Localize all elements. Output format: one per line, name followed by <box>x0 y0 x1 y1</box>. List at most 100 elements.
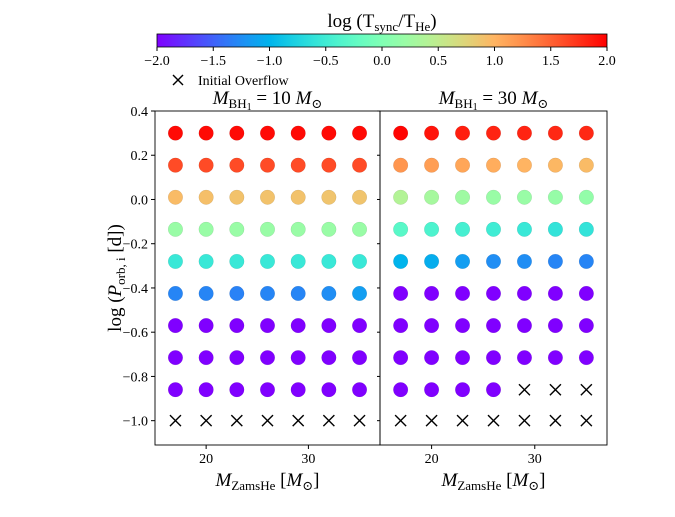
data-point <box>485 350 502 366</box>
y-tick-label: 0.2 <box>131 149 149 164</box>
data-point <box>424 285 440 302</box>
data-point <box>198 125 214 141</box>
data-point <box>351 125 368 141</box>
colorbar-label-base: log (T <box>327 11 374 32</box>
data-point <box>198 189 214 205</box>
overflow-cross-marker <box>549 414 562 427</box>
y-axis-label-end: [d]) <box>105 224 126 257</box>
data-point <box>578 221 594 237</box>
data-point <box>229 253 245 269</box>
data-point <box>547 189 563 205</box>
axes-frame <box>379 110 608 446</box>
data-point <box>351 382 368 398</box>
data-point <box>167 350 184 366</box>
data-point <box>485 221 502 237</box>
data-point <box>290 189 306 205</box>
data-point <box>351 253 368 269</box>
panel-title: MBH1 = 10 M⊙ <box>212 88 323 113</box>
data-point <box>321 189 337 205</box>
data-point <box>578 125 594 141</box>
data-point <box>485 189 502 205</box>
colorbar-tick-label: 0.0 <box>373 54 391 69</box>
data-point <box>454 221 471 237</box>
y-tick-label: −0.4 <box>123 282 148 297</box>
data-point <box>485 382 502 398</box>
data-point <box>229 221 245 237</box>
data-point <box>424 350 440 366</box>
legend: Initial Overflow <box>172 74 289 89</box>
data-point <box>454 382 471 398</box>
data-point <box>424 318 440 334</box>
data-point <box>578 350 594 366</box>
data-point <box>454 318 471 334</box>
y-axis-label: log (Porb, i [d]) <box>105 224 128 332</box>
data-point <box>167 285 184 302</box>
data-point <box>290 285 306 302</box>
colorbar-tick-label: 1.5 <box>542 54 560 69</box>
x-tick-label: 20 <box>199 452 213 467</box>
data-point <box>578 285 594 302</box>
data-point <box>424 125 440 141</box>
colorbar-tick-label: −1.5 <box>201 54 226 69</box>
data-point <box>198 157 214 173</box>
x-axis-label: MZamsHe [M⊙] <box>440 470 545 493</box>
data-point <box>229 125 245 141</box>
data-point <box>424 253 440 269</box>
y-tick-label: 0.0 <box>131 193 149 208</box>
colorbar-tick-label: −1.0 <box>257 54 282 69</box>
overflow-cross-marker <box>200 414 213 427</box>
data-point <box>516 318 533 334</box>
data-point <box>578 189 594 205</box>
data-point <box>393 318 409 334</box>
data-point <box>167 157 184 173</box>
overflow-cross-marker <box>549 383 562 396</box>
data-point <box>516 350 533 366</box>
data-point <box>393 382 409 398</box>
data-point <box>259 189 276 205</box>
data-point <box>516 125 533 141</box>
y-tick-label: −0.6 <box>123 326 148 341</box>
data-point <box>393 350 409 366</box>
overflow-cross-marker <box>261 414 274 427</box>
legend-label: Initial Overflow <box>198 74 289 89</box>
data-point <box>229 189 245 205</box>
colorbar-tick-label: 1.0 <box>486 54 504 69</box>
y-axis-label-sub: orb, i <box>113 257 128 285</box>
data-point <box>321 318 337 334</box>
x-tick-label: 30 <box>528 452 542 467</box>
data-point <box>321 253 337 269</box>
overflow-cross-marker <box>425 414 438 427</box>
data-point <box>547 285 563 302</box>
data-point <box>229 157 245 173</box>
data-point <box>321 221 337 237</box>
data-point <box>578 253 594 269</box>
data-point <box>290 382 306 398</box>
overflow-cross-marker <box>292 414 305 427</box>
data-point <box>167 189 184 205</box>
data-point <box>229 382 245 398</box>
data-point <box>547 125 563 141</box>
overflow-cross-marker <box>518 383 531 396</box>
data-point <box>198 253 214 269</box>
data-point <box>351 189 368 205</box>
data-point <box>393 285 409 302</box>
legend-cross-icon <box>172 74 184 86</box>
y-axis-label-base: log ( <box>105 296 126 331</box>
overflow-cross-marker <box>487 414 500 427</box>
overflow-cross-marker <box>394 414 407 427</box>
data-point <box>516 253 533 269</box>
data-point <box>351 285 368 302</box>
data-point <box>229 285 245 302</box>
data-point <box>290 221 306 237</box>
overflow-cross-marker <box>580 383 593 396</box>
data-point <box>167 221 184 237</box>
data-point <box>547 253 563 269</box>
data-point <box>393 125 409 141</box>
data-point <box>516 285 533 302</box>
colorbar-label-sub1: sync <box>374 19 398 34</box>
colorbar-tick-label: 2.0 <box>598 54 616 69</box>
colorbar <box>156 33 608 48</box>
data-point <box>485 318 502 334</box>
data-point <box>351 221 368 237</box>
data-point <box>516 221 533 237</box>
